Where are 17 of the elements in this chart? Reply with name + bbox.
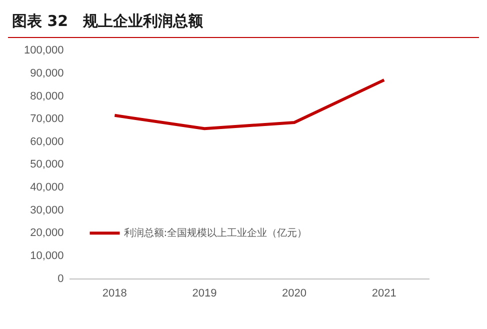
chart-title: 图表 32 规上企业利润总额 [8,8,479,38]
y-tick-label: 0 [58,272,64,285]
y-tick-label: 50,000 [30,158,64,171]
y-tick-label: 30,000 [30,204,64,216]
x-tick-label: 2019 [192,287,217,300]
y-tick-label: 80,000 [30,90,64,102]
y-tick-label: 10,000 [30,250,64,262]
y-tick-label: 90,000 [30,67,64,80]
y-tick-label: 60,000 [30,136,64,148]
x-tick-label: 2021 [372,287,396,300]
x-tick-label: 2018 [102,287,127,300]
y-tick-label: 70,000 [30,113,64,126]
x-tick-label: 2020 [282,287,307,300]
y-tick-label: 100,000 [24,44,64,57]
legend-label: 利润总额:全国规模以上工业企业（亿元） [124,226,308,239]
y-tick-label: 20,000 [30,227,64,240]
y-tick-label: 40,000 [30,182,64,194]
